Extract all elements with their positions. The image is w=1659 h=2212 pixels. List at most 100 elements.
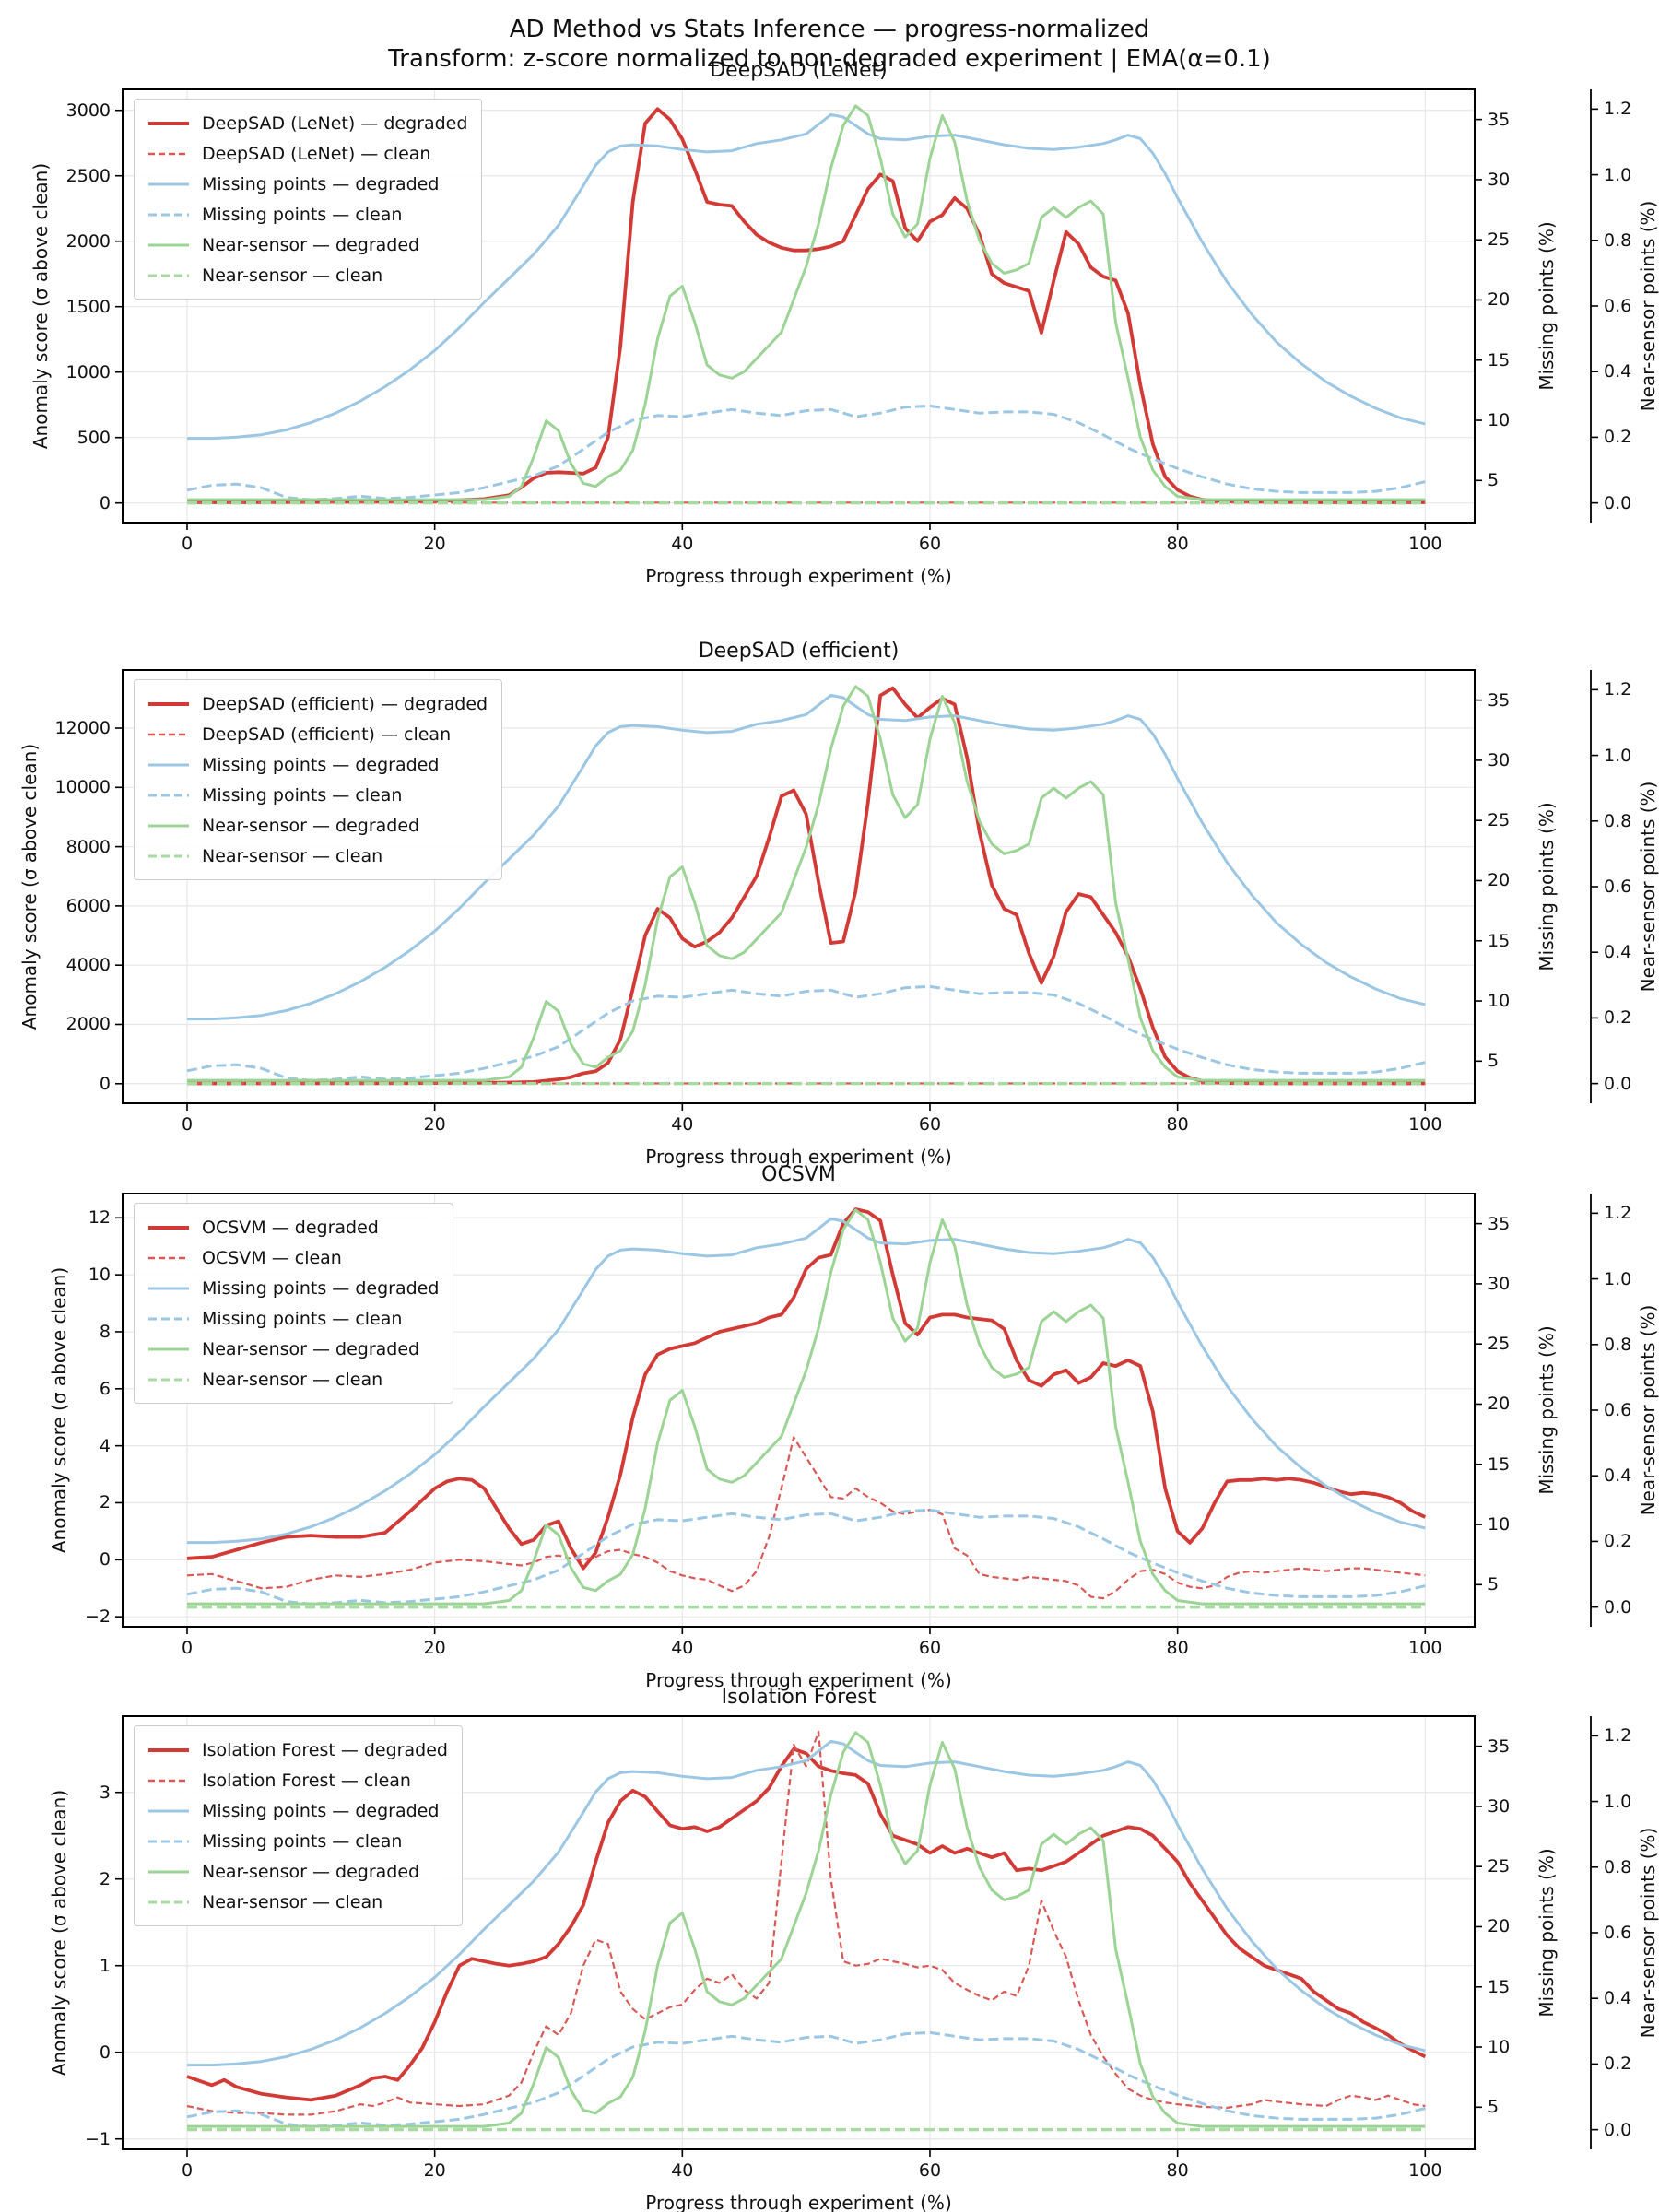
legend-solid-line-swatch [148,763,189,766]
x-tick-label: 40 [671,1638,694,1658]
legend-label: DeepSAD (LeNet) — clean [202,143,431,164]
missing-tick-label: 15 [1488,349,1511,371]
near-axis-label: Near-sensor points (%) [1637,1304,1659,1516]
x-tick-label: 60 [918,1114,942,1135]
missing-axis-label: Missing points (%) [1535,1848,1558,2018]
y-tick-label: 500 [76,427,111,448]
legend-item: DeepSAD (efficient) — degraded [148,688,488,719]
y-tick-label: 6000 [65,895,111,916]
legend-dashed-line-swatch [148,213,189,216]
x-tick-label: 100 [1408,1638,1442,1658]
legend-item: Near-sensor — clean [148,260,467,290]
y-tick-label: 4 [99,1435,111,1456]
legend-solid-line-swatch [148,1870,189,1873]
missing-tick-label: 15 [1488,930,1511,951]
missing-tick-label: 30 [1488,749,1511,771]
legend-label: DeepSAD (LeNet) — degraded [202,112,468,134]
near-tick-label: 1.0 [1604,164,1632,185]
near-tick-label: 0.6 [1604,296,1632,316]
x-tick-label: 0 [181,1114,194,1135]
legend-dashed-line-swatch [148,1256,189,1259]
x-tick-label: 40 [671,1114,694,1135]
legend-label: Missing points — clean [202,204,403,225]
missing-degraded-line [187,1739,1426,2067]
method-degraded-line [187,107,1426,504]
near-tick-label: 1.0 [1604,1268,1632,1289]
y-axis-label: Anomaly score (σ above clean) [48,1789,70,2077]
y-tick-label: 3 [99,1782,111,1803]
missing-tick-label: 15 [1488,1453,1511,1475]
legend-item: Near-sensor — degraded [148,810,488,841]
y-tick-label: 10000 [54,777,111,798]
y-axis-label: Anomaly score (σ above clean) [18,743,41,1030]
y-tick-label: 1000 [65,361,111,382]
near-tick-label: 0.0 [1604,2119,1632,2140]
y-tick-label: 3000 [65,100,111,121]
legend-item: Missing points — degraded [148,749,488,780]
x-tick-label: 20 [423,2160,446,2181]
legend-solid-line-swatch [148,1347,189,1350]
missing-degraded-line [187,693,1426,1021]
legend-item: OCSVM — clean [148,1242,439,1273]
legend-label: Near-sensor — clean [202,1369,383,1390]
y-axis-label: Anomaly score (σ above clean) [48,1266,70,1554]
near-tick-label: 0.4 [1604,361,1632,382]
near-tick-label: 1.2 [1604,1725,1632,1747]
legend-label: Missing points — clean [202,1830,403,1852]
legend-label: Missing points — degraded [202,754,440,775]
near-tick-label: 0.0 [1604,1073,1632,1094]
legend-dashed-line-swatch [148,1900,189,1903]
missing-tick-label: 5 [1488,1574,1500,1595]
legend-label: Isolation Forest — clean [202,1770,411,1791]
legend-item: Near-sensor — degraded [148,1334,439,1364]
legend-item: Near-sensor — degraded [148,1856,448,1887]
near-axis-label: Near-sensor points (%) [1637,1827,1659,2039]
legend-label: Near-sensor — clean [202,845,383,866]
near-tick-label: 0.8 [1604,810,1632,831]
panel-title: Isolation Forest [721,1686,877,1709]
missing-tick-label: 5 [1488,2097,1500,2118]
y-tick-label: 6 [99,1378,111,1399]
method-degraded-line [186,1207,1427,1571]
y-tick-label: −2 [84,1606,111,1628]
legend-item: Near-sensor — clean [148,1887,448,1917]
near-tick-label: 0.4 [1604,1988,1632,2009]
x-tick-label: 80 [1166,1114,1189,1135]
x-axis-label: Progress through experiment (%) [645,1146,952,1168]
legend-label: OCSVM — degraded [202,1217,379,1238]
legend-dashed-line-swatch [148,854,189,857]
legend-label: Missing points — degraded [202,1277,440,1299]
missing-tick-label: 30 [1488,1273,1511,1294]
missing-tick-label: 10 [1488,410,1511,431]
legend-label: Missing points — clean [202,1308,403,1329]
legend-item: Near-sensor — degraded [148,229,467,260]
legend-item: Missing points — clean [148,199,467,229]
x-tick-label: 40 [671,534,694,554]
missing-axis-label: Missing points (%) [1535,802,1558,971]
legend-item: DeepSAD (LeNet) — clean [148,138,467,169]
legend-item: Near-sensor — clean [148,1364,439,1394]
near-tick-label: 1.2 [1604,679,1632,700]
missing-tick-label: 35 [1488,1735,1511,1757]
x-axis-label: Progress through experiment (%) [645,1669,952,1691]
y-tick-label: 0 [99,492,111,513]
near-degraded-line [187,1208,1426,1606]
missing-clean-line [186,984,1426,1082]
legend-label: Missing points — degraded [202,1800,440,1821]
panel-title: DeepSAD (efficient) [698,640,900,663]
near-tick-label: 0.8 [1604,1334,1632,1355]
x-tick-label: 60 [918,2160,942,2181]
legend-item: Missing points — degraded [148,1273,439,1303]
x-tick-label: 80 [1166,534,1189,554]
method-clean-line [186,1436,1426,1600]
missing-tick-label: 30 [1488,1795,1511,1817]
near-tick-label: 1.2 [1604,99,1632,120]
missing-tick-label: 25 [1488,810,1511,831]
missing-clean-line [186,404,1426,501]
missing-clean-line [186,1508,1426,1606]
x-tick-label: 60 [918,1638,942,1658]
method-degraded-line [187,686,1426,1086]
legend-label: Missing points — clean [202,784,403,806]
legend-item: Missing points — clean [148,780,488,810]
legend-label: Missing points — degraded [202,173,440,194]
